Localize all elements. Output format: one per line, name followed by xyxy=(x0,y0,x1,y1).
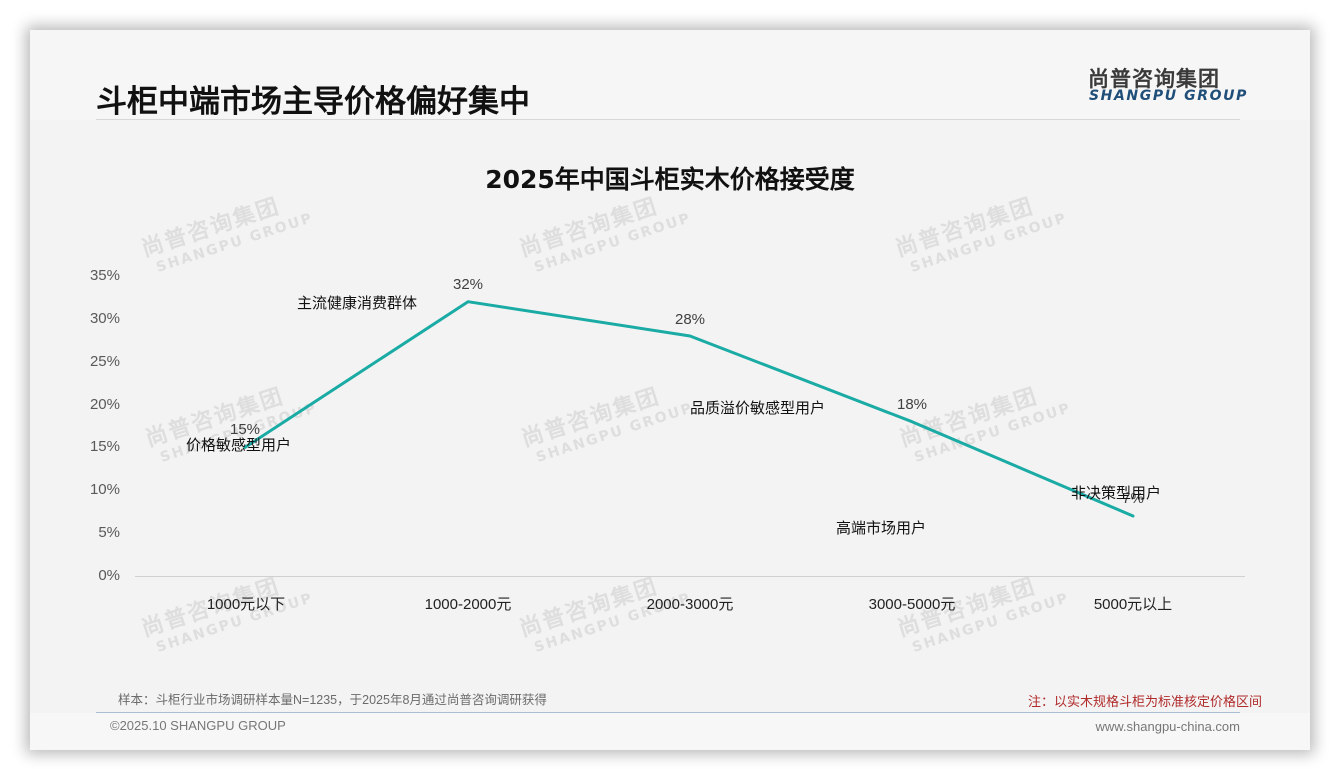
line-series xyxy=(243,300,1135,518)
annotation-label: 主流健康消费群体 xyxy=(297,294,418,312)
annotation-label: 品质溢价敏感型用户 xyxy=(690,399,826,417)
price-range-note: 注：以实木规格斗柜为标准核定价格区间 xyxy=(1027,694,1262,709)
footer-divider xyxy=(96,712,1240,713)
page-title: 斗柜中端市场主导价格偏好集中 xyxy=(96,84,530,120)
logo-chinese: 尚普咨询集团 xyxy=(1088,67,1220,91)
slide: 斗柜中端市场主导价格偏好集中 尚普咨询集团 SHANGPU GROUP 尚普咨询… xyxy=(30,30,1310,750)
footer-band xyxy=(30,713,1310,750)
logo-english: SHANGPU GROUP xyxy=(1089,88,1248,104)
x-tick: 1000-2000元 xyxy=(424,596,512,613)
y-tick: 0% xyxy=(98,567,120,584)
y-tick: 20% xyxy=(89,396,120,413)
y-tick: 15% xyxy=(89,438,120,455)
x-tick: 3000-5000元 xyxy=(868,596,956,613)
value-label: 32% xyxy=(452,276,484,293)
title-divider xyxy=(96,119,1240,120)
header-band xyxy=(30,30,1310,120)
x-tick: 5000元以上 xyxy=(1093,596,1173,613)
value-label: 18% xyxy=(896,396,928,413)
annotation-label: 非决策型用户 xyxy=(1071,484,1162,502)
x-tick: 2000-3000元 xyxy=(646,596,734,613)
sample-note: 样本：斗柜行业市场调研样本量N=1235，于2025年8月通过尚普咨询调研获得 xyxy=(118,693,547,707)
value-label: 28% xyxy=(674,311,706,328)
annotation-label: 价格敏感型用户 xyxy=(186,436,292,454)
annotation-label: 高端市场用户 xyxy=(836,519,927,537)
y-tick: 30% xyxy=(89,310,120,327)
website-link: www.shangpu-china.com xyxy=(1095,719,1240,734)
value-label: 7% xyxy=(1122,490,1144,507)
y-tick: 5% xyxy=(98,524,120,541)
y-tick: 35% xyxy=(89,267,120,284)
chart-title: 2025年中国斗柜实木价格接受度 xyxy=(485,165,855,194)
y-tick: 10% xyxy=(89,481,120,498)
copyright: ©2025.10 SHANGPU GROUP xyxy=(110,718,286,733)
x-axis-line xyxy=(135,576,1245,577)
value-label: 15% xyxy=(229,421,261,438)
y-tick: 25% xyxy=(89,353,120,370)
x-tick: 1000元以下 xyxy=(206,596,286,613)
